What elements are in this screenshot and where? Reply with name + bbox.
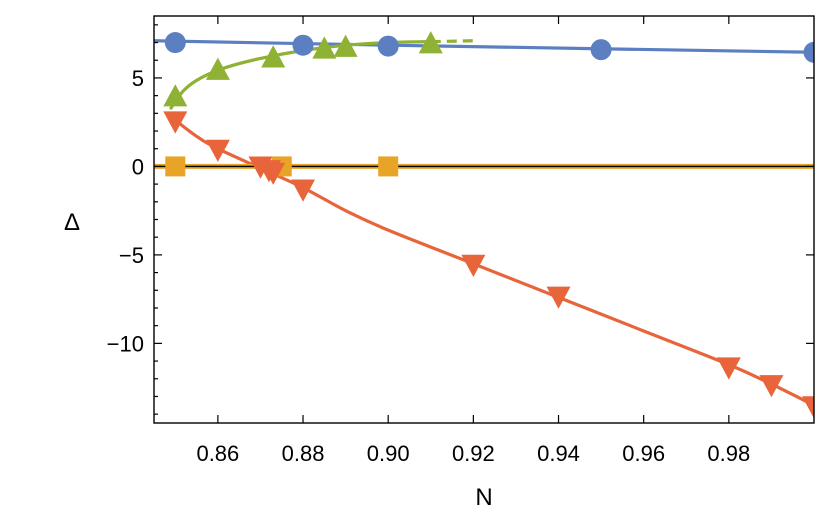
series-2-point-5 [291,179,316,202]
x-tick-label-4: 0.94 [537,441,580,466]
x-tick-label-1: 0.88 [282,441,325,466]
y-tick-label-0: 5 [132,66,144,91]
x-tick-label-0: 0.86 [196,441,239,466]
series-2-point-7 [546,286,571,309]
x-axis-ticks: 0.86 0.88 0.90 0.92 0.94 0.96 0.98 [196,16,750,466]
series-0-point-0 [164,32,186,54]
series-markers [163,31,814,419]
series-1-point-2 [261,45,286,68]
series-0-point-1 [292,34,314,56]
series-2-point-10 [802,396,814,419]
series-2-point-1 [205,139,230,162]
x-tick-label-6: 0.98 [707,441,750,466]
series-3-point-2 [378,156,399,177]
x-tick-label-5: 0.96 [622,441,665,466]
series-0-point-3 [590,39,612,61]
series-1-point-0 [163,84,188,107]
series-2-point-4 [261,162,286,185]
series-3-point-0 [165,156,186,177]
x-tick-label-3: 0.92 [452,441,495,466]
plot-frame [153,15,815,424]
series-2-point-6 [461,254,486,277]
y-axis-label: Δ [64,209,80,236]
y-tick-label-2: −5 [119,243,144,268]
series-1-dashed-line [430,39,474,44]
series-0-point-4 [803,41,814,63]
series-0-line [154,39,814,54]
series-1-point-4 [333,34,358,57]
y-tick-label-1: 0 [132,154,144,179]
series-2-point-0 [163,111,188,134]
series-2-point-9 [759,375,784,398]
y-tick-label-3: −10 [107,331,144,356]
series-1-point-1 [205,57,230,80]
x-axis-label: N [475,484,492,511]
series-1-point-5 [418,31,443,54]
y-axis-ticks: 5 0 −5 −10 [107,24,814,415]
series-0-point-2 [377,35,399,57]
series-1-point-3 [312,36,337,59]
x-tick-label-2: 0.90 [367,441,410,466]
series-2-point-8 [716,357,741,380]
series-curves [154,39,814,407]
series-1-line [169,40,433,110]
